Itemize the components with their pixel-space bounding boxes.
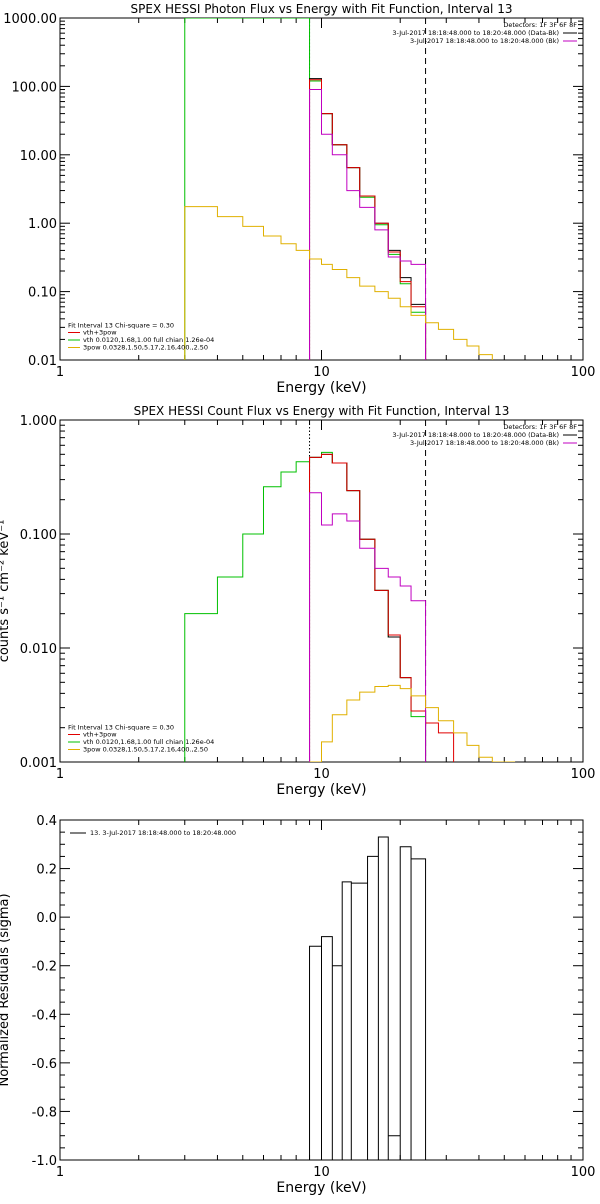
residuals-y-tick-label: -0.2: [32, 960, 57, 975]
photon-y-tick-label: 0.01: [28, 354, 57, 369]
photon-x-axis-label: Energy (keV): [276, 380, 366, 396]
count-fit-legend-label: vth 0.0120,1.68,1.00 full chian 1.26e-04: [83, 738, 214, 746]
photon-series-2-line: [309, 79, 427, 360]
residuals-y-tick-label: -0.4: [32, 1008, 57, 1023]
residuals-x-tick-label: 10: [313, 1165, 330, 1180]
residuals-x-tick-label: 100: [571, 1165, 596, 1180]
count-x-tick-label: 1: [56, 767, 64, 782]
residuals-y-tick-label: 0.2: [36, 863, 57, 878]
count-fit-legend-label: 3pow 0.0328,1.50,5.17,2.16,400.,2.50: [83, 746, 208, 754]
photon-axes-frame: [59, 17, 584, 361]
photon-series-0-line: [184, 18, 427, 360]
count-fit-legend-label: vth+3pow: [83, 731, 117, 739]
photon-title: SPEX HESSI Photon Flux vs Energy with Fi…: [131, 2, 513, 16]
count-y-tick-label: 0.010: [20, 642, 57, 657]
residuals-series-0-line: [309, 836, 427, 1160]
residuals-y-tick-label: -1.0: [32, 1154, 57, 1169]
photon-fit-legend-header: Fit Interval 13 Chi-square = 0.30: [68, 322, 174, 330]
count-series-0-line: [184, 451, 427, 762]
photon-fit-legend-label: vth+3pow: [83, 329, 117, 337]
photon-y-tick-label: 10.00: [20, 149, 57, 164]
count-axes-frame: [59, 419, 584, 763]
count-series-2-line: [309, 453, 455, 762]
count-y-tick-label: 0.001: [20, 756, 57, 771]
count-series-1-line: [309, 453, 427, 762]
photon-y-tick-label: 1000.00: [3, 12, 57, 27]
photon-x-tick-label: 100: [571, 365, 596, 380]
count-series-3-line: [309, 492, 427, 762]
count-y-tick-label: 0.100: [20, 528, 57, 543]
count-y-axis-label: counts s⁻¹ cm⁻² keV⁻¹: [0, 520, 12, 663]
photon-fit-legend-label: vth 0.0120,1.68,1.00 full chian 1.26e-04: [83, 336, 214, 344]
photon-y-tick-label: 100.00: [12, 80, 58, 95]
residuals-y-axis-label: Normalized Residuals (sigma): [0, 893, 12, 1086]
residuals-y-tick-label: 0.4: [36, 814, 57, 829]
photon-legend-header: Detectors: 1F 3F 6F 8F: [503, 21, 577, 29]
photon-legend-entry-label: 3-Jul-2017 18:18:48.000 to 18:20:48.000 …: [410, 37, 559, 45]
photon-legend-entry-label: 3-Jul-2017 18:18:48.000 to 18:20:48.000 …: [392, 29, 559, 37]
photon-series-4-line: [184, 206, 493, 360]
count-title: SPEX HESSI Count Flux vs Energy with Fit…: [134, 404, 510, 418]
count-x-tick-label: 100: [571, 767, 596, 782]
photon-fit-legend-label: 3pow 0.0328,1.50,5.17,2.16,400.,2.50: [83, 344, 208, 352]
count-legend-header: Detectors: 1F 3F 6F 8F: [503, 423, 577, 431]
count-series-4-line: [309, 684, 516, 762]
photon-x-tick-label: 1: [56, 365, 64, 380]
count-y-tick-label: 1.000: [20, 414, 57, 429]
photon-y-tick-label: 1.00: [28, 217, 57, 232]
photon-x-tick-label: 10: [313, 365, 330, 380]
photon-series-3-line: [309, 89, 427, 360]
count-x-tick-label: 10: [313, 767, 330, 782]
residuals-y-tick-label: 0.0: [36, 911, 57, 926]
count-fit-legend-header: Fit Interval 13 Chi-square = 0.30: [68, 724, 174, 732]
residuals-y-tick-label: -0.8: [32, 1105, 57, 1120]
residuals-x-tick-label: 1: [56, 1165, 64, 1180]
photon-y-tick-label: 0.10: [28, 286, 57, 301]
residuals-x-axis-label: Energy (keV): [276, 1180, 366, 1196]
residuals-legend-entry-label: 13. 3-Jul-2017 18:18:48.000 to 18:20:48.…: [90, 829, 236, 837]
count-legend-entry-label: 3-Jul-2017 18:18:48.000 to 18:20:48.000 …: [410, 439, 559, 447]
photon-series-1-line: [309, 78, 427, 360]
count-x-axis-label: Energy (keV): [276, 782, 366, 798]
count-legend-entry-label: 3-Jul-2017 18:18:48.000 to 18:20:48.000 …: [392, 431, 559, 439]
residuals-y-tick-label: -0.6: [32, 1057, 57, 1072]
